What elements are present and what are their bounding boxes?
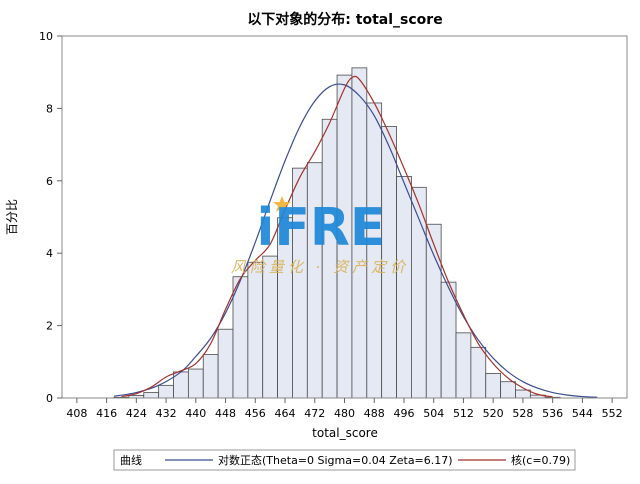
x-tick-label: 464 bbox=[275, 407, 296, 420]
x-tick-label: 456 bbox=[245, 407, 266, 420]
histogram-bar bbox=[500, 381, 516, 399]
x-tick-label: 432 bbox=[156, 407, 177, 420]
y-tick-label: 10 bbox=[39, 30, 53, 43]
legend: 曲线 对数正态(Theta=0 Sigma=0.04 Zeta=6.17) 核(… bbox=[113, 449, 576, 471]
watermark-logo: iFRE bbox=[257, 198, 386, 258]
histogram-bar bbox=[158, 384, 174, 399]
watermark-star-icon bbox=[273, 196, 291, 212]
histogram-bar bbox=[143, 392, 160, 399]
histogram-bar bbox=[232, 276, 249, 399]
x-tick-label: 424 bbox=[126, 407, 147, 420]
y-tick-label: 4 bbox=[46, 247, 53, 260]
x-tick-label: 512 bbox=[453, 407, 474, 420]
y-axis-label: 百分比 bbox=[5, 199, 19, 235]
density-curves bbox=[113, 75, 598, 398]
x-tick-label: 496 bbox=[393, 407, 414, 420]
x-tick-label: 488 bbox=[364, 407, 385, 420]
watermark-tagline: 风险量化 · 资产定价 bbox=[231, 258, 409, 276]
legend-label-lognormal: 对数正态(Theta=0 Sigma=0.04 Zeta=6.17) bbox=[218, 453, 453, 467]
x-tick-label: 440 bbox=[185, 407, 206, 420]
histogram-bar bbox=[470, 346, 487, 399]
x-tick-label: 552 bbox=[602, 407, 623, 420]
histogram-bar bbox=[247, 261, 264, 399]
histogram-bar bbox=[425, 223, 442, 399]
y-tick-label: 0 bbox=[46, 392, 53, 405]
legend-label-kernel: 核(c=0.79) bbox=[511, 453, 570, 467]
x-tick-label: 472 bbox=[304, 407, 325, 420]
y-tick-label: 2 bbox=[46, 320, 53, 333]
x-tick-label: 416 bbox=[96, 407, 117, 420]
histogram-bar bbox=[455, 332, 472, 399]
chart-title: 以下对象的分布: total_score bbox=[247, 11, 442, 28]
histogram-bar bbox=[202, 354, 219, 399]
y-tick-label: 6 bbox=[46, 175, 53, 188]
histogram-bar bbox=[187, 368, 204, 399]
y-axis: 0 2 4 6 8 10 bbox=[39, 30, 62, 405]
x-tick-label: 528 bbox=[512, 407, 533, 420]
kernel-curve bbox=[121, 75, 553, 398]
x-tick-label: 504 bbox=[423, 407, 444, 420]
histogram-bar bbox=[440, 281, 457, 399]
lognormal-curve bbox=[113, 83, 598, 398]
histogram-bar bbox=[217, 328, 234, 399]
x-axis-label: total_score bbox=[312, 426, 378, 440]
x-tick-label: 480 bbox=[334, 407, 355, 420]
histogram-bar bbox=[262, 255, 278, 399]
x-tick-label: 520 bbox=[483, 407, 504, 420]
x-tick-label: 544 bbox=[572, 407, 593, 420]
histogram-bar bbox=[485, 372, 502, 399]
x-tick-label: 448 bbox=[215, 407, 236, 420]
histogram-bar bbox=[515, 389, 531, 399]
legend-title: 曲线 bbox=[120, 453, 142, 467]
y-tick-label: 8 bbox=[46, 102, 53, 115]
watermark: iFRE 风险量化 · 资产定价 bbox=[231, 196, 409, 276]
legend-frame bbox=[113, 449, 576, 471]
x-tick-label: 408 bbox=[66, 407, 87, 420]
x-tick-label: 536 bbox=[542, 407, 563, 420]
x-axis: 408 416 424 432 440 448 456 464 472 480 488 496 504 5… bbox=[66, 398, 623, 420]
histogram-bar bbox=[396, 176, 412, 399]
